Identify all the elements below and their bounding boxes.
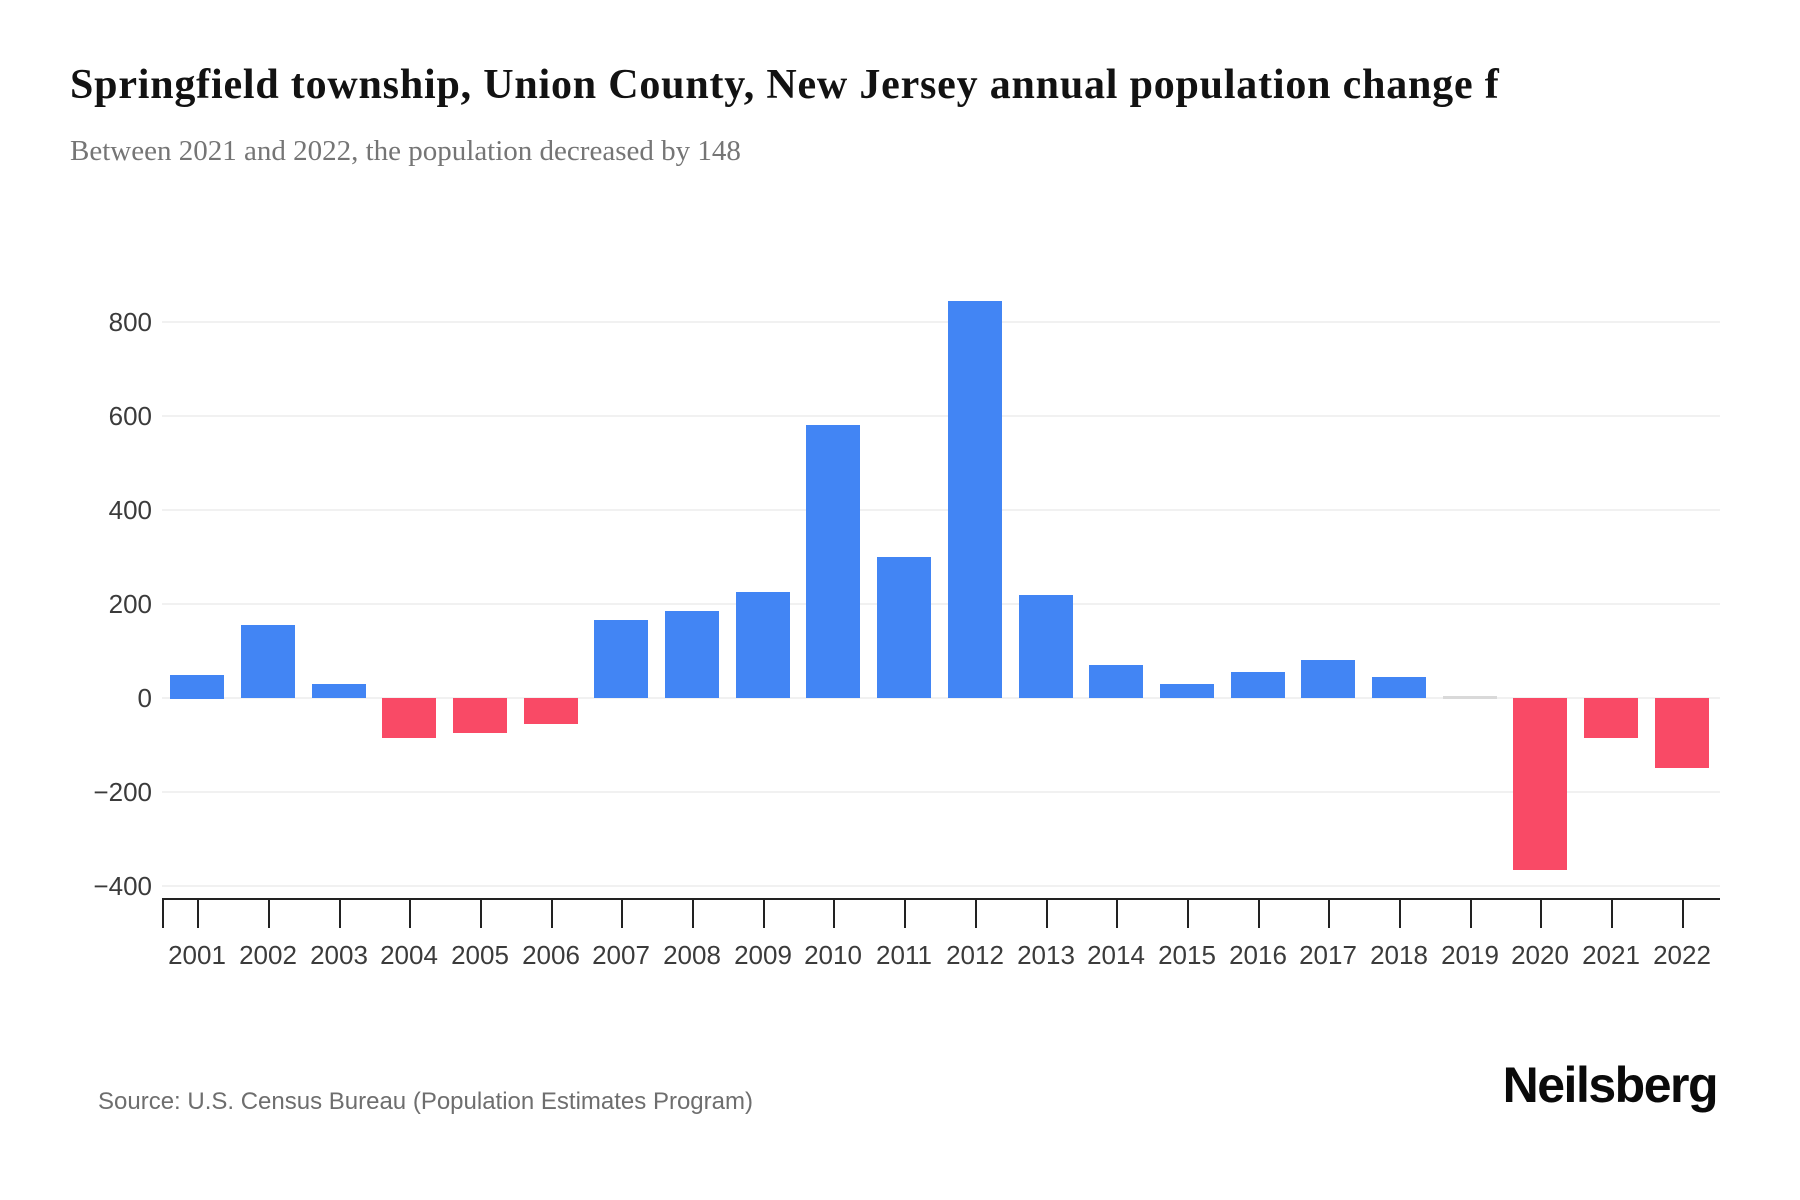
bar-2014[interactable] bbox=[1089, 665, 1143, 698]
bar-2011[interactable] bbox=[877, 557, 931, 698]
gridline-600 bbox=[162, 415, 1720, 417]
bar-2012[interactable] bbox=[948, 301, 1002, 698]
x-axis-tick bbox=[1258, 898, 1260, 928]
x-axis-tick bbox=[833, 898, 835, 928]
x-axis-tick bbox=[904, 898, 906, 928]
bar-2018[interactable] bbox=[1372, 677, 1426, 698]
x-tick-label-2018: 2018 bbox=[1370, 940, 1428, 970]
x-axis-tick bbox=[1116, 898, 1118, 928]
y-tick-label: 800 bbox=[108, 307, 152, 337]
x-tick-label-2019: 2019 bbox=[1441, 940, 1499, 970]
bar-2022[interactable] bbox=[1655, 698, 1709, 768]
bar-2020[interactable] bbox=[1513, 698, 1567, 870]
bar-2005[interactable] bbox=[453, 698, 507, 733]
gridline-400 bbox=[162, 509, 1720, 511]
source-note: Source: U.S. Census Bureau (Population E… bbox=[98, 1088, 753, 1115]
y-tick-label: 600 bbox=[108, 401, 152, 431]
x-axis-tick bbox=[162, 898, 164, 928]
x-axis-tick bbox=[339, 898, 341, 928]
y-tick-label: 400 bbox=[108, 495, 152, 525]
bar-2019[interactable] bbox=[1443, 696, 1497, 699]
gridline-200 bbox=[162, 603, 1720, 605]
x-tick-label-2016: 2016 bbox=[1229, 940, 1287, 970]
x-tick-label-2017: 2017 bbox=[1299, 940, 1357, 970]
bar-2013[interactable] bbox=[1019, 595, 1073, 698]
x-tick-label-2020: 2020 bbox=[1511, 940, 1569, 970]
y-tick-label: −200 bbox=[93, 777, 152, 807]
x-tick-label-2006: 2006 bbox=[522, 940, 580, 970]
x-axis-tick bbox=[975, 898, 977, 928]
bar-2001[interactable] bbox=[170, 675, 224, 699]
x-axis-line bbox=[162, 898, 1720, 900]
x-axis-tick bbox=[763, 898, 765, 928]
x-axis-tick bbox=[1540, 898, 1542, 928]
x-axis-tick bbox=[480, 898, 482, 928]
x-tick-label-2004: 2004 bbox=[380, 940, 438, 970]
x-axis-tick bbox=[692, 898, 694, 928]
x-tick-label-2012: 2012 bbox=[946, 940, 1004, 970]
brand-logo: Neilsberg bbox=[1502, 1057, 1719, 1113]
x-axis-tick bbox=[1611, 898, 1613, 928]
x-axis-tick bbox=[621, 898, 623, 928]
x-tick-label-2008: 2008 bbox=[663, 940, 721, 970]
chart-title: Springfield township, Union County, New … bbox=[70, 62, 1500, 108]
x-tick-label-2022: 2022 bbox=[1653, 940, 1711, 970]
gridline--200 bbox=[162, 791, 1720, 793]
x-tick-label-2003: 2003 bbox=[310, 940, 368, 970]
bar-2008[interactable] bbox=[665, 611, 719, 698]
bar-2007[interactable] bbox=[594, 620, 648, 698]
bar-2015[interactable] bbox=[1160, 684, 1214, 698]
gridline-0 bbox=[162, 697, 1720, 699]
bar-2002[interactable] bbox=[241, 625, 295, 698]
gridline-800 bbox=[162, 321, 1720, 323]
x-axis-tick bbox=[1682, 898, 1684, 928]
x-axis-tick bbox=[1470, 898, 1472, 928]
gridline--400 bbox=[162, 885, 1720, 887]
bar-2010[interactable] bbox=[806, 425, 860, 698]
x-tick-label-2010: 2010 bbox=[804, 940, 862, 970]
x-axis-tick bbox=[551, 898, 553, 928]
x-tick-label-2007: 2007 bbox=[592, 940, 650, 970]
y-tick-label: −400 bbox=[93, 871, 152, 901]
y-tick-label: 0 bbox=[137, 683, 152, 713]
x-axis-tick bbox=[268, 898, 270, 928]
bar-2009[interactable] bbox=[736, 592, 790, 698]
x-tick-label-2011: 2011 bbox=[876, 940, 932, 970]
x-axis-tick bbox=[409, 898, 411, 928]
x-tick-label-2009: 2009 bbox=[734, 940, 792, 970]
x-tick-label-2002: 2002 bbox=[239, 940, 297, 970]
bar-2004[interactable] bbox=[382, 698, 436, 738]
x-tick-label-2013: 2013 bbox=[1017, 940, 1075, 970]
bar-2003[interactable] bbox=[312, 684, 366, 698]
x-tick-label-2014: 2014 bbox=[1087, 940, 1145, 970]
x-tick-label-2001: 2001 bbox=[168, 940, 226, 970]
x-tick-label-2021: 2021 bbox=[1582, 940, 1640, 970]
x-axis-tick bbox=[1187, 898, 1189, 928]
bar-2017[interactable] bbox=[1301, 660, 1355, 698]
chart-subtitle: Between 2021 and 2022, the population de… bbox=[70, 135, 741, 167]
x-tick-label-2005: 2005 bbox=[451, 940, 509, 970]
x-axis-tick bbox=[1328, 898, 1330, 928]
bar-2006[interactable] bbox=[524, 698, 578, 724]
x-axis-tick bbox=[197, 898, 199, 928]
x-tick-label-2015: 2015 bbox=[1158, 940, 1216, 970]
bar-2016[interactable] bbox=[1231, 672, 1285, 698]
bar-2021[interactable] bbox=[1584, 698, 1638, 738]
y-tick-label: 200 bbox=[108, 589, 152, 619]
x-axis-tick bbox=[1399, 898, 1401, 928]
x-axis-tick bbox=[1046, 898, 1048, 928]
